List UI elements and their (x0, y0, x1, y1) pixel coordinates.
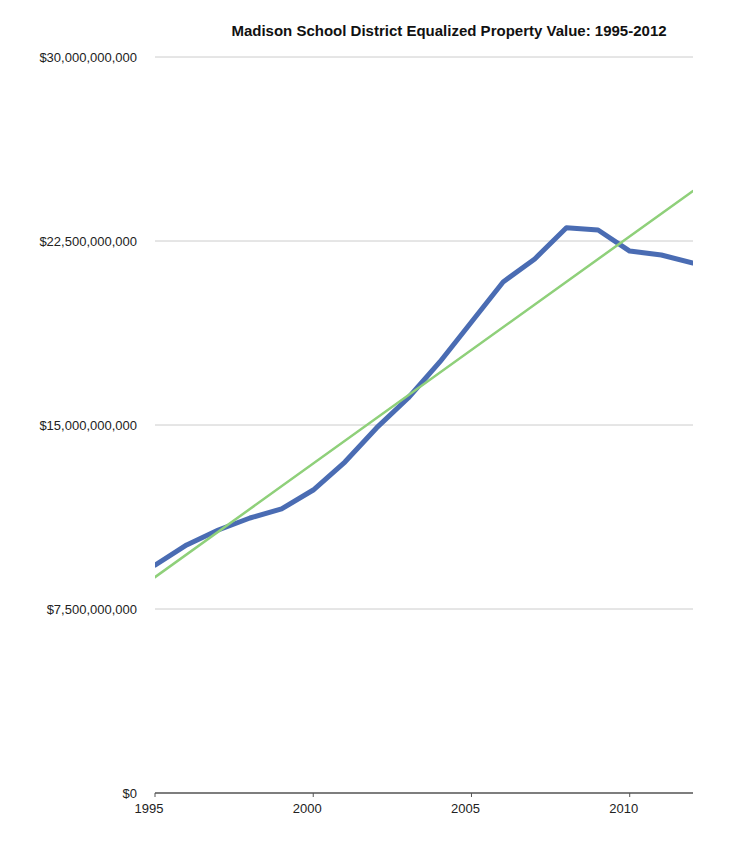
x-tick-label: 1995 (135, 801, 164, 816)
grid-line (155, 792, 693, 793)
plot-area (155, 191, 693, 577)
y-tick-label: $22,500,000,000 (39, 234, 137, 249)
x-tick-label: 2010 (609, 801, 638, 816)
grid-line (155, 57, 693, 58)
x-tick (155, 793, 156, 797)
title: Madison School District Equalized Proper… (231, 22, 666, 39)
x-tick (471, 793, 472, 797)
x-axis-line (155, 792, 693, 793)
chart: Madison School District Equalized Proper… (0, 0, 750, 842)
y-tick-label: $30,000,000,000 (39, 50, 137, 65)
y-tick-label: $15,000,000,000 (39, 418, 137, 433)
x-tick-label: 2005 (451, 801, 480, 816)
y-tick-label: $7,500,000,000 (47, 602, 137, 617)
series-line (155, 191, 693, 577)
x-tick (313, 793, 314, 797)
grid-line (155, 425, 693, 426)
series-line (155, 228, 693, 565)
y-tick-label: $0 (123, 786, 137, 801)
x-tick (629, 793, 630, 797)
x-tick-label: 2000 (293, 801, 322, 816)
grid-line (155, 609, 693, 610)
